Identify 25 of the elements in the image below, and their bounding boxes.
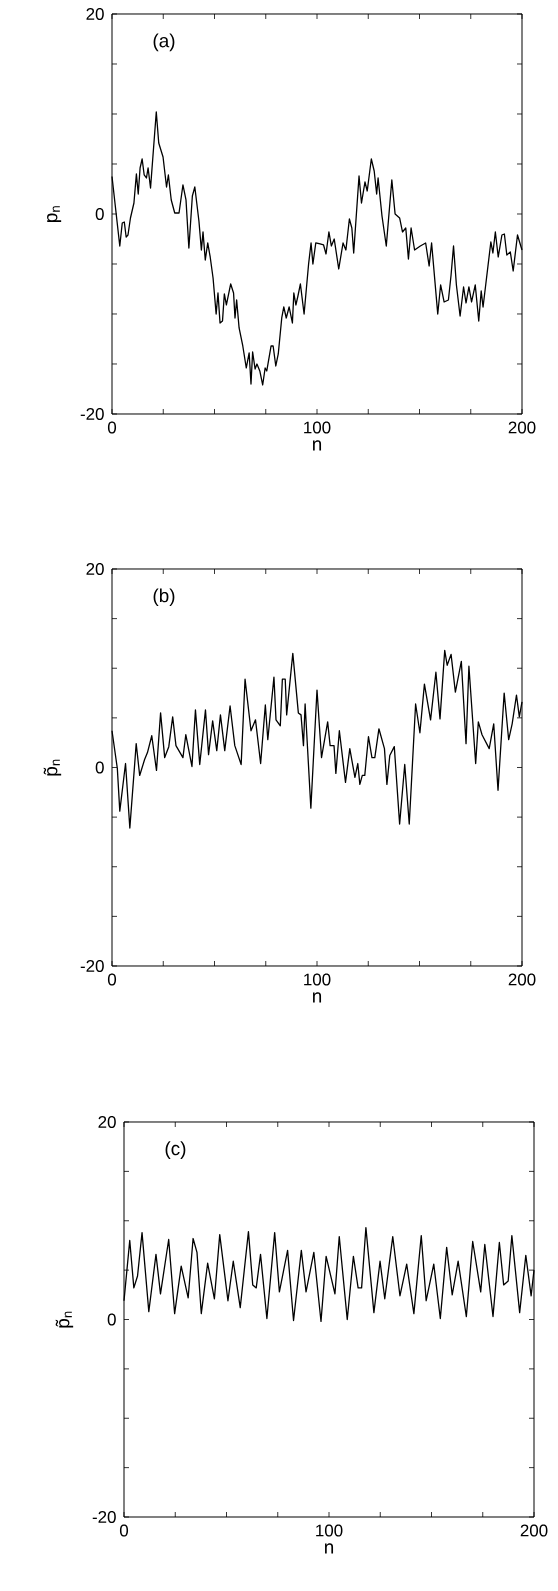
y-axis-title: p$_{n}$: [47, 206, 62, 222]
x-axis-title: n: [324, 1543, 334, 1554]
y-tick-label: -20: [80, 407, 104, 420]
x-tick-label: 200: [508, 421, 536, 434]
x-tick-label: 100: [304, 973, 331, 986]
x-axis-title: n: [312, 440, 322, 451]
y-tick-label: 20: [98, 1116, 116, 1128]
x-tick-label: 100: [304, 421, 331, 434]
annotation: (b): [153, 588, 175, 607]
y-axis-title: p̃$_{n}$: [55, 1311, 74, 1328]
y-tick-label: 0: [95, 207, 104, 220]
annotation: (a): [153, 33, 175, 52]
y-axis-title: p̃$_{n}$: [43, 759, 62, 776]
x-tick-label: 0: [119, 1524, 129, 1537]
x-tick-label: 200: [520, 1524, 548, 1537]
annotation: (c): [165, 1141, 186, 1159]
x-tick-label: 100: [316, 1524, 343, 1537]
y-tick-label: 20: [86, 562, 104, 575]
x-axis-title: n: [312, 992, 322, 1003]
x-tick-label: 200: [508, 973, 536, 986]
y-tick-label: 0: [95, 761, 104, 774]
y-tick-label: 20: [86, 7, 104, 20]
y-tick-label: -20: [92, 1511, 116, 1523]
y-tick-label: -20: [80, 959, 104, 972]
y-tick-label: 0: [107, 1313, 116, 1326]
